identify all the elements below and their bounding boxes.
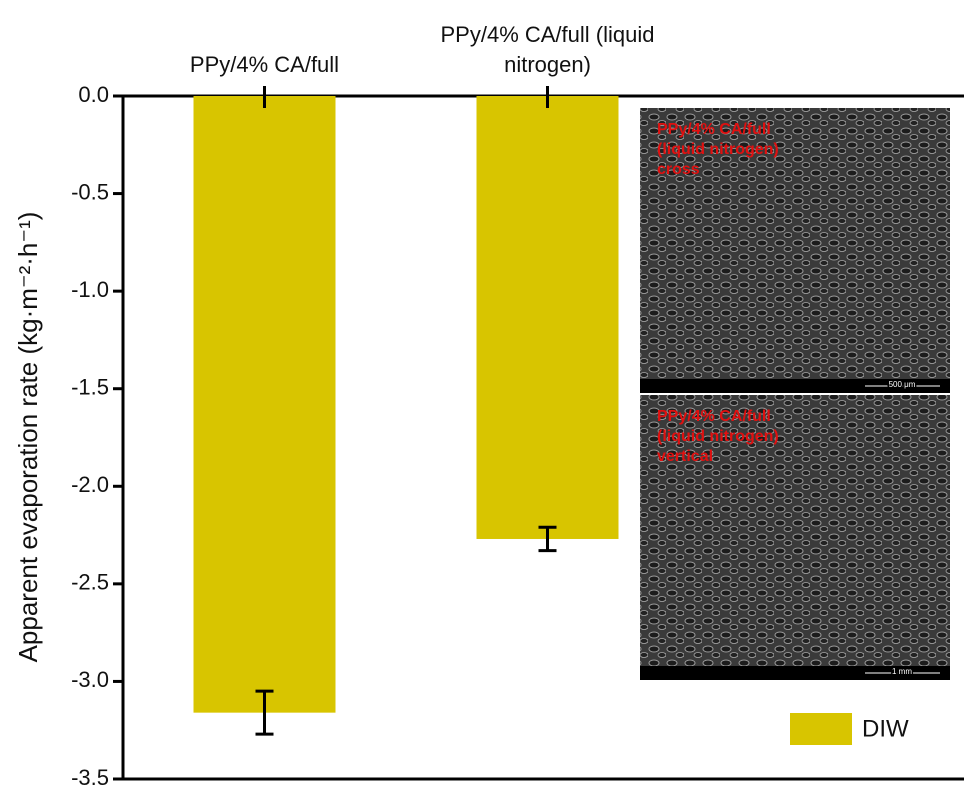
x-tick-label: PPy/4% CA/full (liquid nitrogen) <box>440 22 655 77</box>
y-tick-label: -2.5 <box>71 570 109 595</box>
sem-image <box>640 108 950 393</box>
error-bar <box>255 689 274 736</box>
y-tick-label: -1.0 <box>71 277 109 302</box>
bar <box>476 96 619 539</box>
y-tick-label: -0.5 <box>71 179 109 204</box>
scale-label: 1 mm <box>892 667 912 676</box>
inset-label: cross <box>657 161 700 178</box>
error-bar <box>538 525 557 553</box>
y-axis-label: Apparent evaporation rate (kg·m⁻²·h⁻¹) <box>13 212 43 663</box>
sem-image <box>640 395 950 680</box>
legend-label: DIW <box>862 715 909 742</box>
inset-label: (liquid nitrogen) <box>657 141 779 158</box>
bar <box>193 96 336 713</box>
y-tick-label: -3.5 <box>71 765 109 790</box>
inset-label: vertical <box>657 448 713 465</box>
inset-label: PPy/4% CA/full <box>657 408 771 425</box>
x-tick-label: PPy/4% CA/full <box>189 52 340 77</box>
y-tick-label: -1.5 <box>71 375 109 400</box>
inset-label: (liquid nitrogen) <box>657 428 779 445</box>
legend-swatch <box>790 713 852 745</box>
sem-info-bar <box>640 666 950 680</box>
sem-info-bar <box>640 379 950 393</box>
y-tick-label: -3.0 <box>71 667 109 692</box>
inset-label: PPy/4% CA/full <box>657 121 771 138</box>
y-tick-label: 0.0 <box>78 82 109 107</box>
scale-label: 500 μm <box>889 380 916 389</box>
y-tick-label: -2.0 <box>71 472 109 497</box>
